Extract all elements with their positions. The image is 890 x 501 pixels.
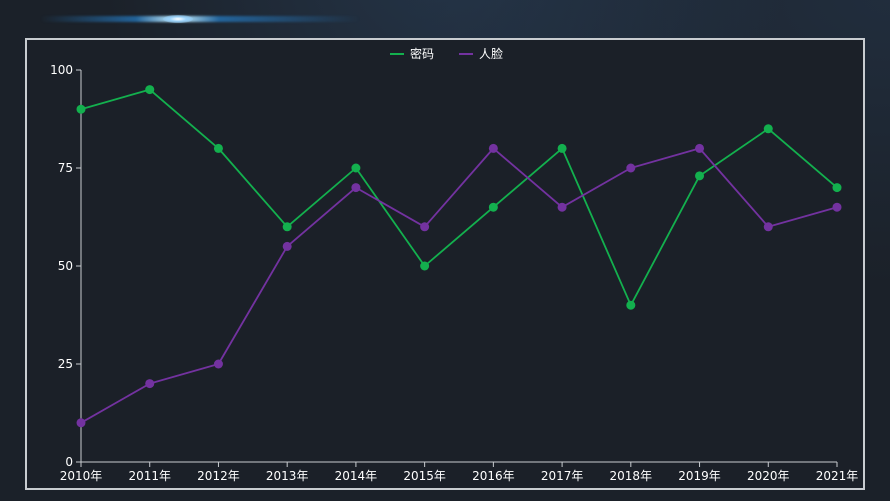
data-point-password[interactable] [832,183,842,193]
x-tick-label: 2018年 [610,469,653,483]
data-point-face[interactable] [420,222,430,232]
data-point-password[interactable] [626,300,636,310]
data-point-password[interactable] [420,261,430,271]
x-tick-label: 2016年 [472,469,515,483]
data-point-password[interactable] [557,143,567,153]
y-tick-label: 50 [58,259,73,273]
series-password [76,85,842,310]
chart-axes: 0 25 50 75 100 2010年 2011年 2012年 2013年 2014年 2015年… [50,63,858,483]
data-point-face[interactable] [695,143,705,153]
y-tick-label: 25 [58,357,73,371]
data-point-face[interactable] [213,359,223,369]
chart-series [76,85,842,428]
chart-panel: 密码 人脸 0 25 50 75 100 2010年 2011年 2012年 2013年 2014… [25,38,865,490]
x-tick-label: 2019年 [678,469,721,483]
x-tick-label: 2010年 [60,469,103,483]
data-point-password[interactable] [282,222,292,232]
x-tick-label: 2017年 [541,469,584,483]
data-point-face[interactable] [351,183,361,193]
legend-label-face: 人脸 [479,47,503,61]
data-point-password[interactable] [213,143,223,153]
data-point-face[interactable] [76,418,86,428]
header-glow-highlight [163,15,193,23]
legend-item-password[interactable]: 密码 [390,46,434,61]
x-tick-label: 2014年 [335,469,378,483]
series-line-face [80,147,838,424]
data-point-password[interactable] [488,202,498,212]
chart-legend: 密码 人脸 [390,46,503,61]
x-tick-label: 2015年 [403,469,446,483]
y-tick-label: 100 [50,63,73,77]
y-tick-label: 75 [58,161,73,175]
x-tick-label: 2011年 [128,469,171,483]
data-point-face[interactable] [488,143,498,153]
data-point-face[interactable] [145,379,155,389]
line-chart: 密码 人脸 0 25 50 75 100 2010年 2011年 2012年 2013年 2014… [50,46,858,483]
data-point-password[interactable] [763,124,773,134]
x-tick-label: 2020年 [747,469,790,483]
y-tick-label: 0 [65,455,73,469]
legend-label-password: 密码 [410,46,434,61]
x-tick-label: 2021年 [816,469,859,483]
x-tick-label: 2012年 [197,469,240,483]
series-line-password [80,88,838,307]
data-point-face[interactable] [626,163,636,173]
series-face [76,143,842,428]
data-point-face[interactable] [557,202,567,212]
data-point-password[interactable] [145,85,155,95]
data-point-password[interactable] [351,163,361,173]
legend-item-face[interactable]: 人脸 [459,47,503,61]
header-glow-decoration [40,16,360,22]
data-point-face[interactable] [763,222,773,232]
x-tick-label: 2013年 [266,469,309,483]
data-point-face[interactable] [282,241,292,251]
data-point-face[interactable] [832,202,842,212]
data-point-password[interactable] [695,171,705,181]
data-point-password[interactable] [76,104,86,114]
